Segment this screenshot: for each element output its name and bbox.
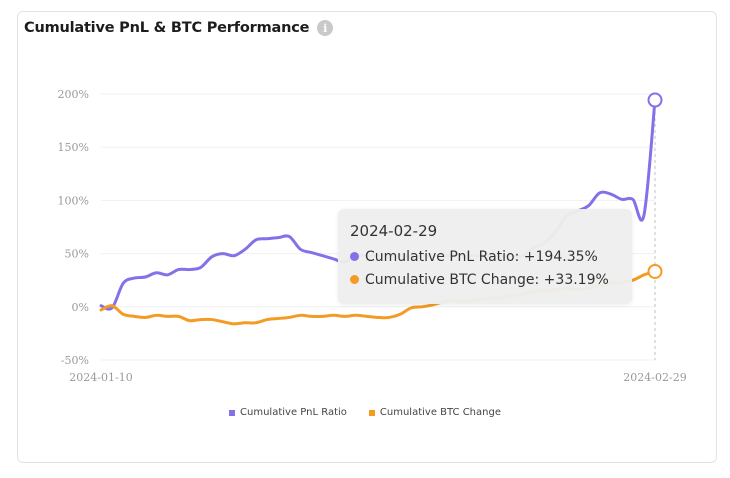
btc-series-dot — [350, 275, 359, 284]
legend-swatch-pnl — [229, 409, 236, 416]
chart-tooltip: 2024-02-29 Cumulative PnL Ratio: +194.35… — [338, 209, 632, 304]
chart-title: Cumulative PnL & BTC Performance — [24, 20, 310, 36]
tooltip-pnl-value: Cumulative PnL Ratio: +194.35% — [365, 248, 598, 265]
y-tick-label: -50% — [61, 354, 89, 367]
pnl-series-dot — [350, 252, 359, 261]
y-tick-label: 200% — [58, 88, 89, 101]
card-header: Cumulative PnL & BTC Performance i — [24, 20, 334, 36]
y-axis-labels: 200% 150% 100% 50% 0% -50% — [58, 88, 89, 367]
legend-swatch-btc — [368, 409, 375, 416]
y-tick-label: 50% — [65, 248, 89, 261]
chart-grid — [101, 93, 655, 361]
tooltip-btc-value: Cumulative BTC Change: +33.19% — [365, 271, 609, 288]
x-axis-labels: 2024-01-10 2024-02-29 — [69, 371, 686, 384]
y-tick-label: 0% — [72, 301, 89, 314]
btc-highlight-point — [647, 263, 663, 279]
legend-label-btc: Cumulative BTC Change — [379, 407, 501, 418]
tooltip-date: 2024-02-29 — [350, 222, 438, 240]
legend-item-btc[interactable]: Cumulative BTC Change — [368, 407, 501, 418]
y-tick-label: 100% — [58, 194, 89, 207]
y-tick-label: 150% — [58, 141, 89, 154]
chart-legend: Cumulative PnL Ratio Cumulative BTC Chan… — [0, 407, 730, 418]
tooltip-row-btc: Cumulative BTC Change: +33.19% — [350, 268, 632, 291]
x-tick-label: 2024-01-10 — [69, 371, 132, 384]
highlight-markers — [647, 92, 663, 279]
tooltip-row-pnl: Cumulative PnL Ratio: +194.35% — [350, 245, 632, 268]
x-tick-label: 2024-02-29 — [623, 371, 686, 384]
info-icon[interactable]: i — [317, 20, 334, 36]
legend-label-pnl: Cumulative PnL Ratio — [240, 407, 347, 418]
pnl-highlight-point — [647, 92, 663, 108]
legend-item-pnl[interactable]: Cumulative PnL Ratio — [229, 407, 347, 418]
